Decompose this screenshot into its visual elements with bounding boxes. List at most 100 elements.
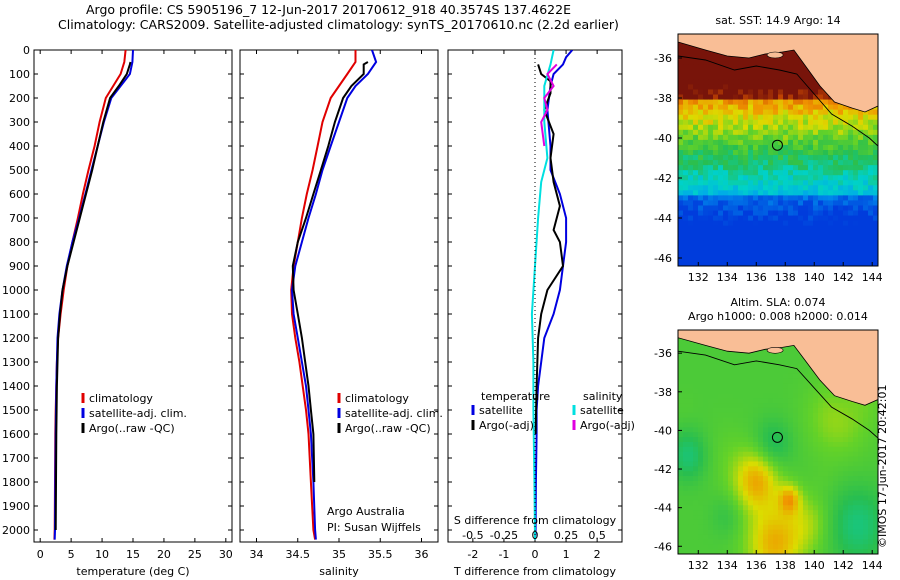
legend-label: satellite-adj. clim. — [345, 407, 443, 420]
x-tick-label: 34.5 — [286, 548, 311, 561]
x-tick-label: 36 — [415, 548, 429, 561]
lat-tick-label: -40 — [654, 424, 672, 437]
sla-map-panel: 132 134 136 138 140 142 144 -36 -38 -40 -42 -44 -46 A… — [654, 296, 883, 572]
y-tick-label: 800 — [9, 236, 30, 249]
figure-title-line2: Climatology: CARS2009. Satellite-adjuste… — [58, 17, 619, 32]
lat-tick-label: -38 — [654, 92, 672, 105]
lon-tick-label: 138 — [775, 559, 796, 572]
y-tick-label: 1400 — [2, 380, 30, 393]
x-tick-label: 35 — [332, 548, 346, 561]
y-tick-label: 0 — [23, 44, 30, 57]
x-tick-label: 15 — [126, 548, 140, 561]
y-tick-label: 1600 — [2, 428, 30, 441]
map-field — [678, 330, 878, 554]
y-tick-label: 1900 — [2, 500, 30, 513]
sst-map-panel: 132 134 136 138 140 142 144 -36 -38 -40 -42 -44 -46 s… — [654, 14, 883, 284]
x-axis-label: temperature (deg C) — [76, 565, 189, 578]
y-tick-label: 300 — [9, 116, 30, 129]
legend-label: satellite — [479, 404, 523, 417]
x2-tick-label: -0.25 — [490, 529, 518, 542]
series-line — [540, 63, 558, 147]
lon-tick-label: 142 — [833, 559, 854, 572]
legend-label: satellite — [580, 404, 624, 417]
y-tick-label: 100 — [9, 68, 30, 81]
argo-location-marker — [771, 139, 783, 151]
lon-tick-label: 144 — [862, 271, 883, 284]
map-field — [678, 34, 878, 266]
x-tick-label: 20 — [157, 548, 171, 561]
legend-label: Argo(..raw -QC) — [345, 422, 431, 435]
map-title: Argo h1000: 0.008 h2000: 0.014 — [688, 310, 868, 323]
lat-tick-label: -44 — [654, 502, 672, 515]
series-line — [290, 50, 378, 540]
y-tick-label: 700 — [9, 212, 30, 225]
y-tick-label: 1300 — [2, 356, 30, 369]
x-axis-label: salinity — [319, 565, 359, 578]
lat-tick-label: -46 — [654, 252, 672, 265]
y-tick-label: 600 — [9, 188, 30, 201]
legend-label: Argo(-adj) — [479, 419, 534, 432]
x-tick-label: 2 — [594, 548, 601, 561]
land-mass — [678, 330, 878, 406]
y-tick-label: 1500 — [2, 404, 30, 417]
lat-tick-label: -42 — [654, 463, 672, 476]
legend-label: Argo(..raw -QC) — [89, 422, 175, 435]
lon-tick-label: 140 — [804, 271, 825, 284]
island-shape — [766, 346, 784, 354]
y-tick-label: 200 — [9, 92, 30, 105]
lon-tick-label: 136 — [746, 559, 767, 572]
lon-tick-label: 134 — [717, 271, 738, 284]
legend-label: climatology — [89, 392, 153, 405]
legend-label: climatology — [345, 392, 409, 405]
legend-title: salinity — [583, 390, 623, 403]
y-tick-label: 2000 — [2, 524, 30, 537]
x2-tick-label: 0.5 — [588, 529, 606, 542]
x-tick-label: 10 — [95, 548, 109, 561]
y-tick-label: 400 — [9, 140, 30, 153]
lat-tick-label: -40 — [654, 132, 672, 145]
x-tick-label: 0 — [532, 548, 539, 561]
legend-label: Argo(-adj) — [580, 419, 635, 432]
x-axis-label: T difference from climatology — [453, 565, 616, 578]
x-tick-label: 25 — [188, 548, 202, 561]
lon-tick-label: 132 — [688, 271, 709, 284]
lat-tick-label: -36 — [654, 52, 672, 65]
y-tick-label: 1000 — [2, 284, 30, 297]
contour-line — [678, 55, 878, 147]
y-tick-label: 1200 — [2, 332, 30, 345]
x2-tick-label: -0.5 — [462, 529, 483, 542]
series-line — [291, 61, 369, 483]
map-title: Altim. SLA: 0.074 — [730, 296, 825, 309]
x-tick-label: 0 — [37, 548, 44, 561]
x-tick-label: 30 — [219, 548, 233, 561]
annotation-text: Argo Australia — [327, 505, 405, 518]
y-tick-label: 1800 — [2, 476, 30, 489]
lon-tick-label: 144 — [862, 559, 883, 572]
x-tick-label: 34 — [250, 548, 264, 561]
lon-tick-label: 136 — [746, 271, 767, 284]
x-tick-label: -2 — [467, 548, 478, 561]
argo-location-marker — [771, 431, 783, 443]
y-tick-label: 1700 — [2, 452, 30, 465]
lat-tick-label: -44 — [654, 212, 672, 225]
lon-tick-label: 138 — [775, 271, 796, 284]
x-tick-label: 5 — [68, 548, 75, 561]
temperature-panel: 0100200300400500600700800900100011001200… — [2, 44, 233, 578]
lat-tick-label: -46 — [654, 540, 672, 553]
map-frame — [677, 329, 879, 555]
x2-axis-label: S difference from climatology — [454, 514, 617, 527]
contour-line — [678, 350, 878, 439]
y-tick-label: 500 — [9, 164, 30, 177]
legend-title: temperature — [481, 390, 550, 403]
x-tick-label: -1 — [498, 548, 509, 561]
map-title: sat. SST: 14.9 Argo: 14 — [715, 14, 840, 27]
lat-tick-label: -42 — [654, 172, 672, 185]
difference-panel: -2 -1 0 1 2 T difference from climatology -0.5… — [447, 49, 635, 578]
x2-tick-label: 0.25 — [554, 529, 579, 542]
map-frame — [677, 33, 879, 267]
lon-tick-label: 134 — [717, 559, 738, 572]
y-tick-label: 900 — [9, 260, 30, 273]
lat-tick-label: -38 — [654, 386, 672, 399]
y-tick-label: 1100 — [2, 308, 30, 321]
